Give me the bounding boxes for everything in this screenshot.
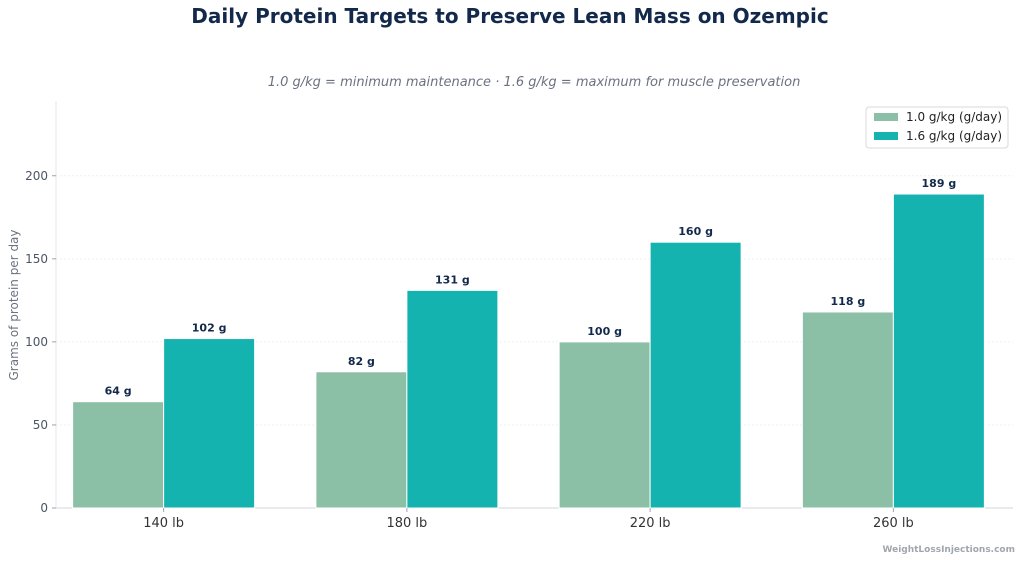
x-tick-label: 260 lb (873, 516, 914, 531)
x-tick-label: 140 lb (143, 516, 184, 531)
y-tick-label: 50 (33, 418, 48, 432)
bar-max-0 (163, 338, 256, 509)
x-tick-label: 180 lb (386, 516, 427, 531)
data-label: 102 g (192, 322, 227, 335)
legend-swatch (874, 132, 898, 140)
bar-max-2 (649, 241, 742, 509)
bar-min-1 (315, 371, 408, 509)
y-tick-label: 0 (40, 501, 48, 515)
bar-max-3 (892, 193, 985, 509)
data-labels: 64 g 102 g 82 g 131 g 100 g 160 g 118 g 189 g (105, 177, 957, 398)
chart-subtitle: 1.0 g/kg = minimum maintenance · 1.6 g/k… (268, 75, 801, 90)
data-label: 82 g (348, 355, 375, 368)
x-tick-labels: 140 lb 180 lb 220 lb 260 lb (143, 508, 914, 531)
legend-swatch (874, 113, 898, 121)
legend-box (865, 106, 1009, 149)
y-axis-label: Grams of protein per day (7, 229, 21, 380)
y-tick-label: 150 (25, 252, 48, 266)
data-label: 64 g (105, 385, 132, 398)
y-tick-labels: 0 50 100 150 200 (25, 169, 56, 515)
bar-min-3 (801, 311, 894, 509)
bar-max-1 (406, 289, 499, 509)
bar-min-0 (72, 401, 165, 509)
bars (72, 193, 985, 509)
chart-title: Daily Protein Targets to Preserve Lean M… (191, 4, 828, 28)
watermark: WeightLossInjections.com (882, 545, 1015, 555)
y-tick-label: 100 (25, 335, 48, 349)
data-label: 131 g (435, 273, 470, 286)
legend-label: 1.0 g/kg (g/day) (906, 110, 1002, 124)
data-label: 160 g (678, 225, 713, 238)
bar-min-2 (558, 341, 651, 509)
legend: 1.0 g/kg (g/day) 1.6 g/kg (g/day) (865, 106, 1009, 149)
y-tick-label: 200 (25, 169, 48, 183)
data-label: 118 g (831, 295, 866, 308)
data-label: 189 g (922, 177, 957, 190)
x-tick-label: 220 lb (630, 516, 671, 531)
legend-label: 1.6 g/kg (g/day) (906, 129, 1002, 143)
data-label: 100 g (587, 325, 622, 338)
